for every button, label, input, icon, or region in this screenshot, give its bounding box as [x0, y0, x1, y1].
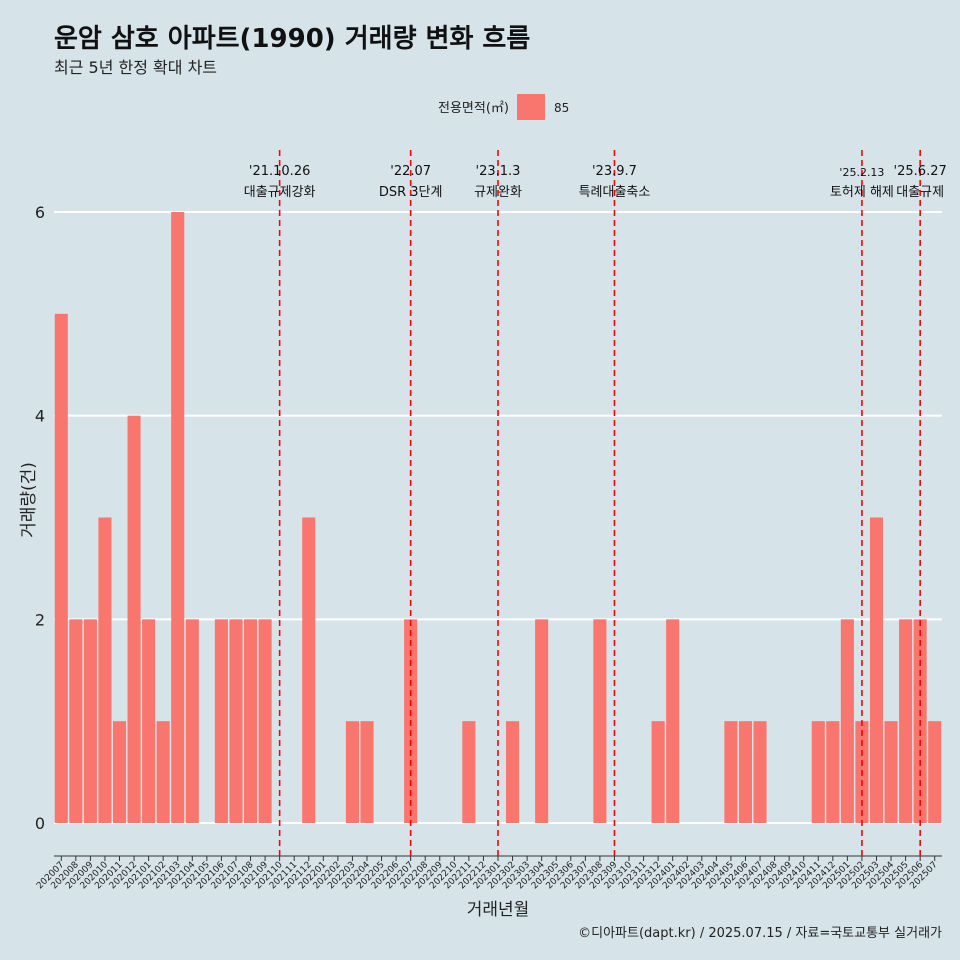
event-date-label: '23.1.3: [476, 164, 521, 179]
event-label: 대출규제: [896, 185, 944, 200]
chart-title: 운암 삼호 아파트(1990) 거래량 변화 흐름: [54, 24, 531, 54]
bar: [666, 619, 680, 823]
bar: [214, 619, 228, 823]
bar: [83, 619, 97, 823]
event-label: 규제완화: [474, 185, 522, 200]
legend-swatch: [517, 94, 545, 120]
event-date-label: '23.9.7: [592, 164, 637, 179]
bar: [535, 619, 549, 823]
chart-subtitle: 최근 5년 한정 확대 차트: [54, 58, 218, 77]
event-date-label: '25.6.27: [894, 164, 947, 179]
bar: [869, 517, 884, 823]
bar: [899, 619, 913, 823]
bar: [54, 313, 68, 823]
bar: [753, 721, 767, 823]
bar: [811, 721, 825, 823]
bar: [826, 721, 840, 823]
bar: [142, 619, 156, 823]
bar: [302, 517, 316, 823]
y-tick-label: 0: [35, 814, 45, 833]
event-label: 대출규제강화: [244, 185, 316, 200]
event-date-label: '22.07: [390, 164, 431, 179]
bar: [185, 619, 199, 823]
y-axis-title: 거래량(건): [19, 462, 39, 538]
bar: [69, 619, 83, 823]
bar: [738, 721, 753, 823]
bar: [229, 619, 243, 823]
event-label: DSR 3단계: [379, 185, 443, 200]
bar: [127, 415, 141, 823]
legend-title: 전용면적(㎡): [438, 101, 509, 116]
bar: [98, 517, 112, 823]
source-caption: ©디아파트(dapt.kr) / 2025.07.15 / 자료=국토교통부 실…: [578, 926, 942, 941]
bar: [724, 721, 738, 823]
bar: [345, 721, 359, 823]
bar: [840, 619, 854, 823]
bar: [156, 721, 170, 823]
bar: [651, 721, 665, 823]
y-tick-label: 6: [35, 203, 45, 222]
bar: [258, 619, 272, 823]
legend-label: 85: [554, 101, 569, 115]
bar: [462, 721, 476, 823]
bar: [360, 721, 374, 823]
event-date-label: '21.10.26: [249, 164, 310, 179]
bar: [112, 721, 127, 823]
event-label: 특례대출축소: [579, 185, 651, 200]
y-tick-label: 4: [35, 407, 45, 426]
x-axis-title: 거래년월: [467, 900, 530, 920]
y-tick-label: 2: [35, 610, 45, 629]
bar: [884, 721, 898, 823]
bar: [506, 721, 520, 823]
event-date-label: '25.2.13: [839, 166, 884, 179]
bar: [243, 619, 258, 823]
bar: [928, 721, 942, 823]
bar: [593, 619, 607, 823]
bar: [171, 212, 185, 823]
event-label: 토허제 해제: [830, 185, 894, 200]
